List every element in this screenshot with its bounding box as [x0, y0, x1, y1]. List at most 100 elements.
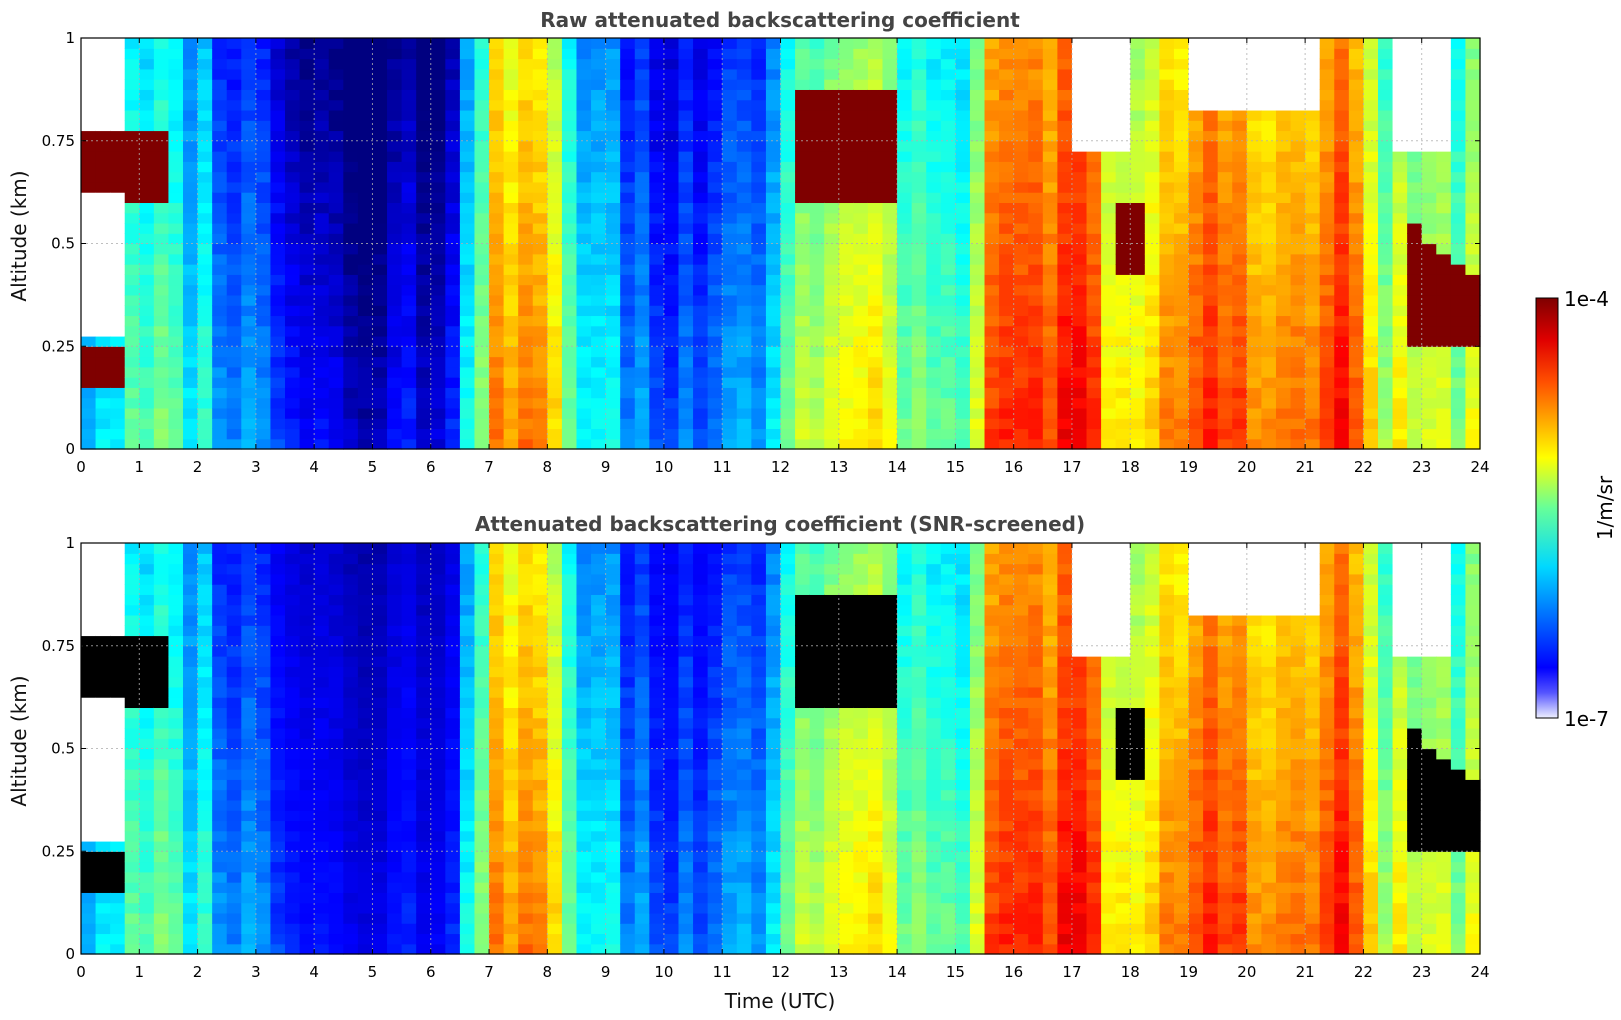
- heatmap-cell: [882, 305, 898, 317]
- heatmap-cell: [897, 335, 913, 347]
- heatmap-cell: [1130, 109, 1146, 121]
- heatmap-cell: [1115, 284, 1131, 296]
- heatmap-cell: [372, 109, 388, 121]
- heatmap-cell: [226, 346, 242, 358]
- heatmap-cell: [212, 625, 228, 637]
- heatmap-cell: [561, 438, 578, 450]
- heatmap-cell: [1159, 171, 1175, 183]
- heatmap-cell: [270, 748, 286, 760]
- heatmap-cell: [168, 810, 184, 822]
- heatmap-cell: [1144, 305, 1160, 317]
- heatmap-cell: [838, 79, 854, 90]
- heatmap-cell: [1071, 346, 1088, 358]
- heatmap-cell: [459, 192, 476, 204]
- heatmap-cell: [343, 923, 359, 935]
- heatmap-cell: [780, 253, 796, 265]
- heatmap-cell: [1101, 366, 1117, 378]
- heatmap-cell: [1028, 366, 1044, 378]
- heatmap-cell: [1217, 68, 1233, 80]
- heatmap-cell: [387, 604, 403, 616]
- heatmap-cell: [1377, 428, 1394, 440]
- heatmap-cell: [255, 58, 272, 70]
- heatmap-cell: [532, 89, 548, 101]
- heatmap-cell: [1159, 192, 1175, 204]
- heatmap-cell: [1261, 315, 1277, 327]
- heatmap-cell: [81, 233, 97, 245]
- heatmap-cell: [1071, 387, 1088, 399]
- heatmap-cell: [139, 202, 155, 214]
- heatmap-cell: [372, 294, 388, 306]
- heatmap-cell: [765, 274, 782, 286]
- heatmap-cell: [95, 151, 111, 162]
- heatmap-cell: [489, 377, 505, 388]
- heatmap-cell: [561, 130, 578, 142]
- heatmap-cell: [1042, 418, 1058, 430]
- heatmap-cell: [1101, 335, 1117, 347]
- heatmap-cell: [882, 397, 898, 409]
- heatmap-cell: [357, 325, 374, 337]
- heatmap-cell: [1217, 140, 1233, 152]
- heatmap-cell: [634, 222, 650, 234]
- heatmap-cell: [955, 233, 971, 245]
- heatmap-cell: [1115, 58, 1131, 70]
- heatmap-cell: [255, 305, 272, 317]
- heatmap-cell: [780, 109, 796, 121]
- heatmap-cell: [197, 584, 213, 595]
- heatmap-cell: [430, 717, 446, 729]
- heatmap-cell: [795, 366, 811, 378]
- heatmap-cell: [722, 48, 738, 60]
- heatmap-cell: [795, 79, 811, 90]
- heatmap-cell: [124, 418, 140, 430]
- heatmap-cell: [969, 428, 986, 440]
- heatmap-cell: [809, 253, 825, 265]
- heatmap-cell: [576, 171, 592, 183]
- heatmap-cell: [1305, 212, 1321, 224]
- heatmap-cell: [328, 192, 344, 204]
- heatmap-cell: [328, 707, 344, 719]
- heatmap-cell: [226, 48, 242, 60]
- heatmap-cell: [139, 120, 155, 132]
- heatmap-cell: [95, 428, 111, 440]
- heatmap-cell: [285, 635, 301, 647]
- heatmap-cell: [285, 99, 301, 111]
- heatmap-cell: [1101, 161, 1117, 173]
- heatmap-cell: [547, 264, 563, 275]
- heatmap-cell: [1071, 140, 1088, 152]
- heatmap-cell: [270, 397, 286, 409]
- heatmap-cell: [241, 748, 257, 760]
- heatmap-cell: [1377, 79, 1394, 90]
- heatmap-cell: [984, 346, 1000, 358]
- heatmap-cell: [1203, 397, 1219, 409]
- heatmap-cell: [314, 882, 330, 893]
- heatmap-cell: [226, 335, 242, 347]
- heatmap-cell: [576, 418, 592, 430]
- heatmap-cell: [882, 274, 898, 286]
- heatmap-cell: [81, 181, 97, 193]
- heatmap-cell: [911, 130, 927, 142]
- heatmap-cell: [620, 264, 636, 275]
- heatmap-cell: [387, 151, 403, 162]
- heatmap-cell: [736, 418, 752, 430]
- heatmap-cell: [722, 428, 738, 440]
- heatmap-cell: [255, 614, 272, 626]
- heatmap-cell: [1261, 253, 1277, 265]
- heatmap-cell: [81, 543, 97, 554]
- heatmap-cell: [270, 140, 286, 152]
- heatmap-cell: [503, 397, 519, 409]
- heatmap-cell: [955, 387, 971, 399]
- heatmap-cell: [314, 563, 330, 575]
- heatmap-cell: [605, 305, 621, 317]
- heatmap-cell: [969, 397, 986, 409]
- heatmap-cell: [1173, 48, 1190, 60]
- heatmap-cell: [955, 377, 971, 388]
- heatmap-cell: [1028, 325, 1044, 337]
- heatmap-cell: [285, 697, 301, 709]
- heatmap-cell: [1436, 387, 1452, 399]
- heatmap-cell: [124, 140, 140, 152]
- heatmap-cell: [153, 130, 170, 142]
- heatmap-cell: [1188, 171, 1204, 183]
- heatmap-cell: [984, 161, 1000, 173]
- heatmap-cell: [474, 212, 490, 224]
- heatmap-cell: [1392, 130, 1408, 142]
- heatmap-cell: [518, 99, 534, 111]
